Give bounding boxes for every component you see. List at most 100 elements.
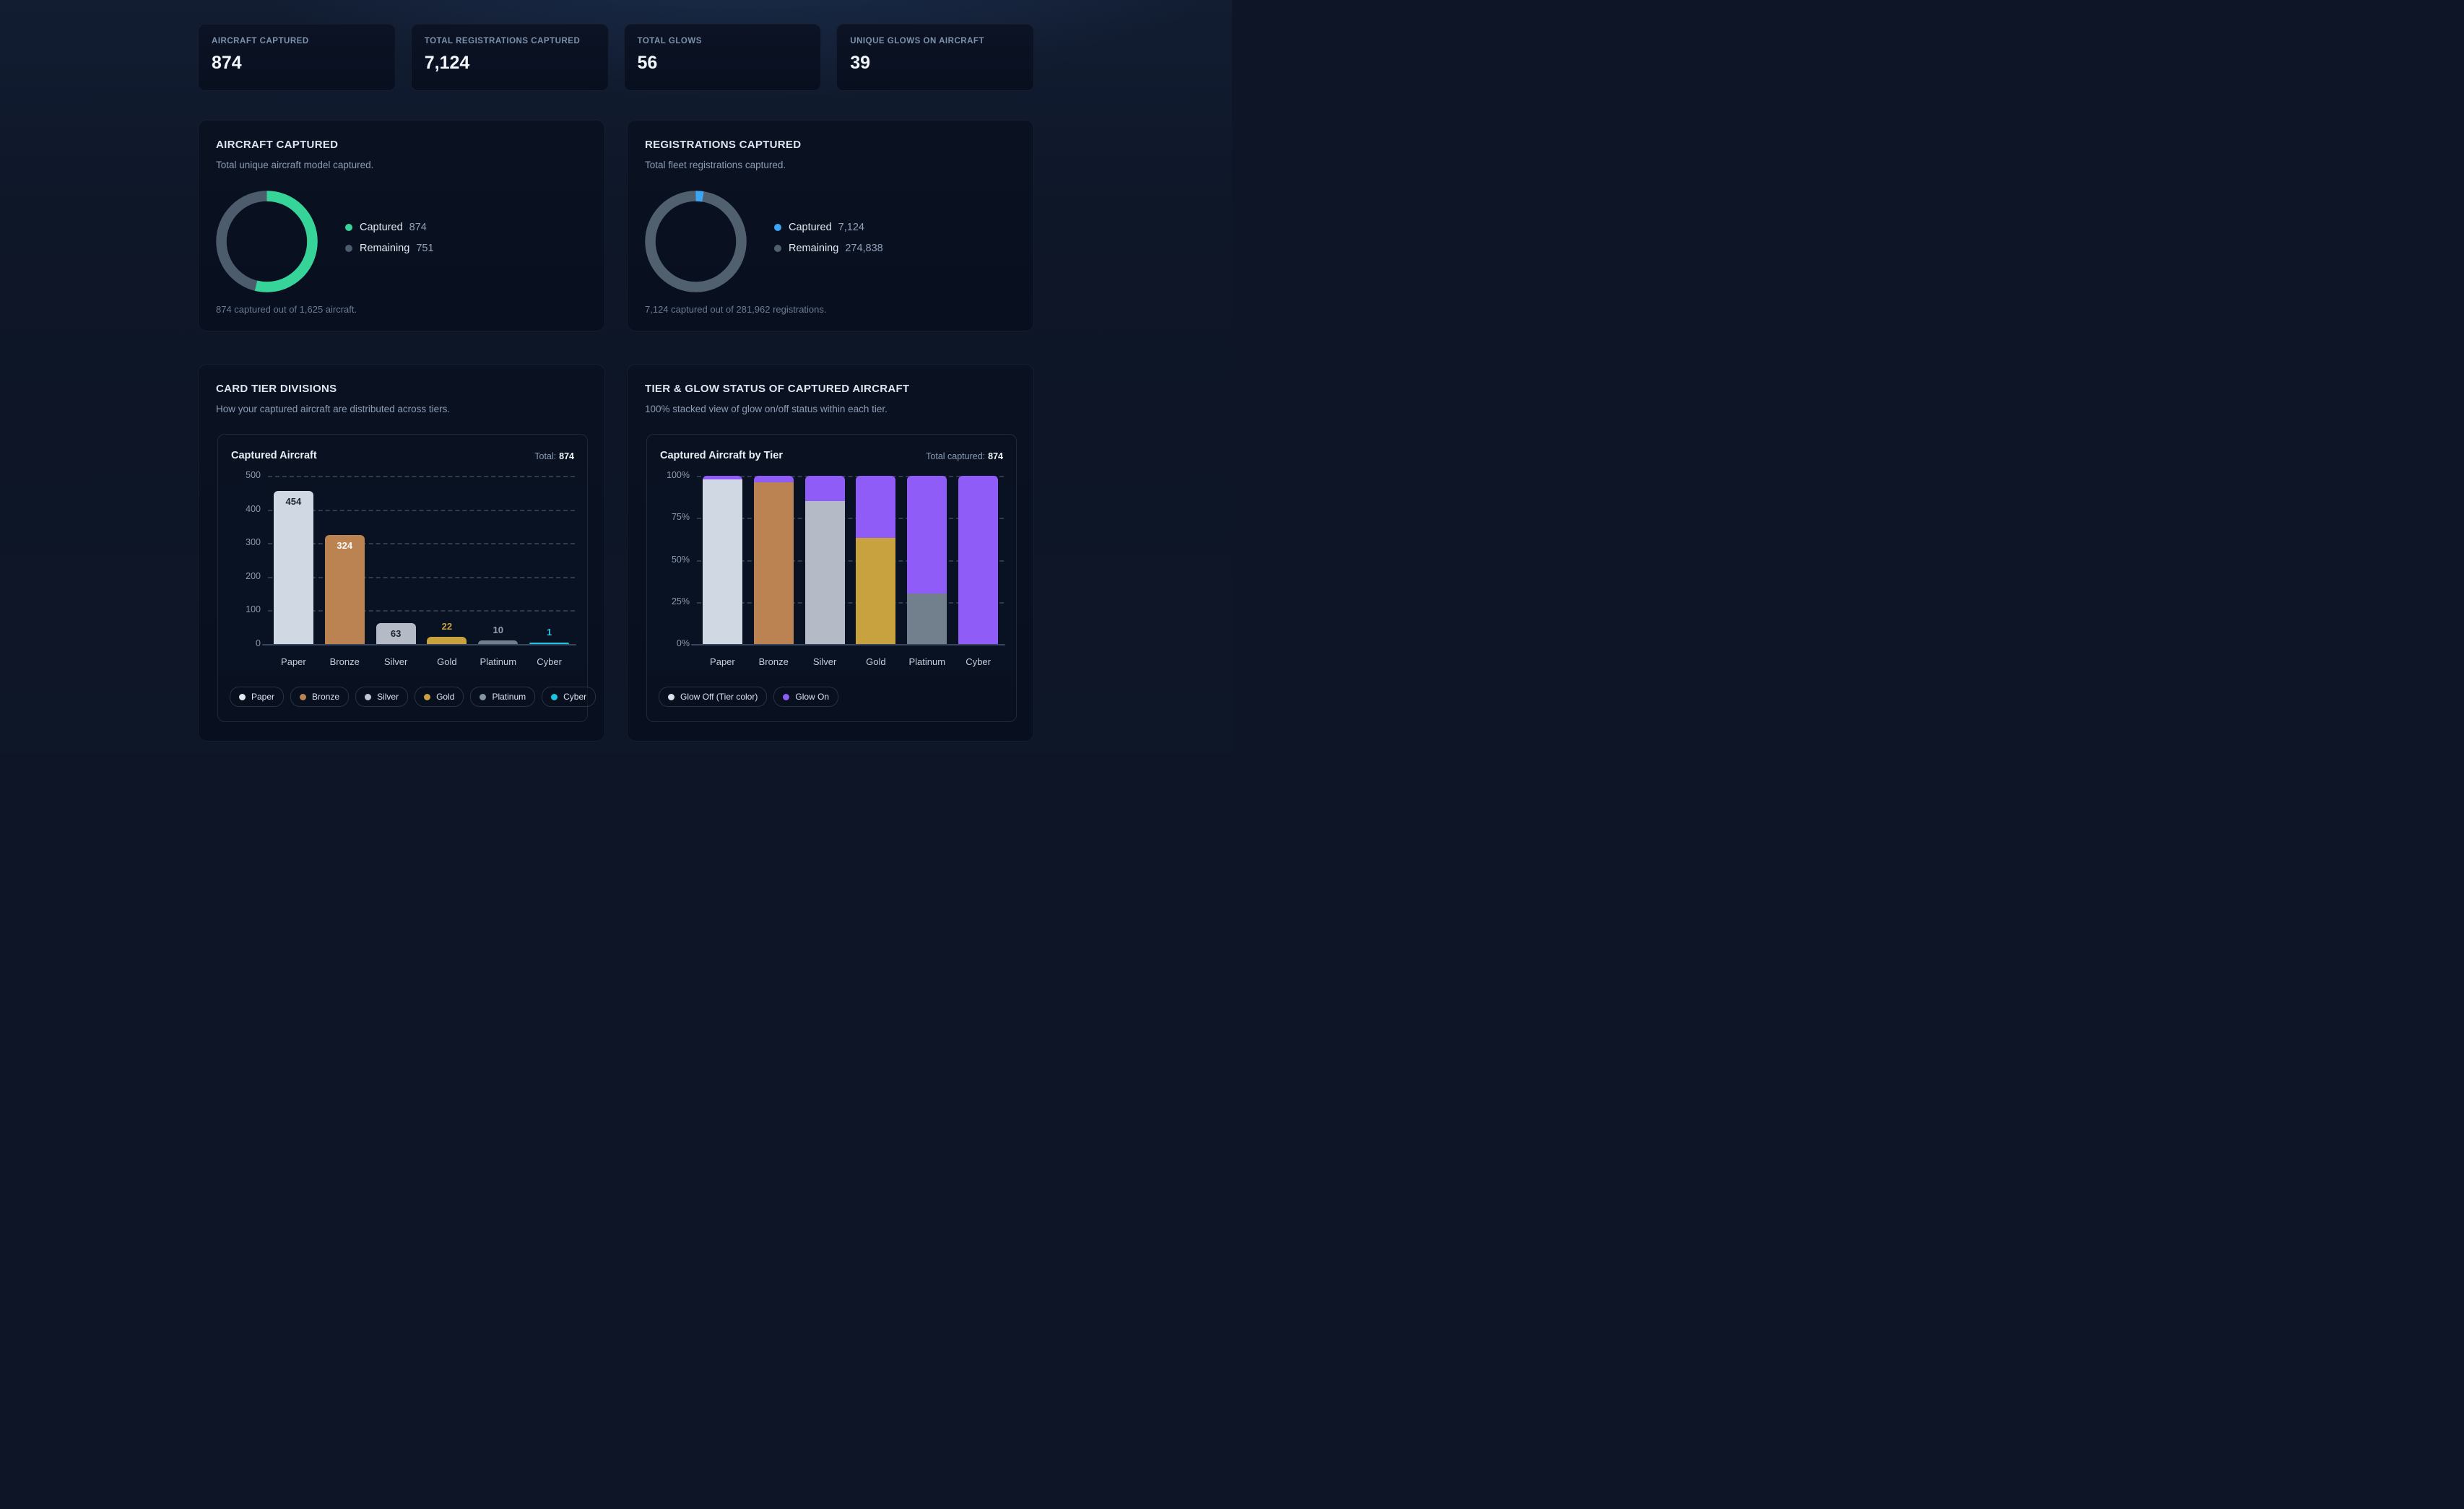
legend-dot-icon [551,693,558,700]
legend-pill-label: Paper [251,692,275,702]
donut-footer-text: 7,124 captured out of 281,962 registrati… [645,304,827,315]
legend-label: Captured [789,222,832,233]
card-subtitle: Total fleet registrations captured. [645,160,786,170]
content-container: AIRCRAFT CAPTURED 874 TOTAL REGISTRATION… [198,0,1034,742]
card-subtitle: How your captured aircraft are distribut… [216,404,451,414]
bar-paper[interactable] [273,491,313,644]
stat-value: 7,124 [424,53,470,73]
legend-label: Captured [360,222,403,233]
stacked-bar-paper[interactable] [702,476,742,644]
remaining-dot-icon [345,245,352,252]
tier-legend: Paper Bronze Silver Gold Platinum Cyber [230,687,597,707]
glow-off-segment[interactable] [702,479,742,644]
y-tick-label: 50% [671,554,690,565]
tier-bar-chart-panel: Captured Aircraft Total: 874 500 400 300 200… [217,434,597,722]
legend-pill-label: Glow Off (Tier color) [680,692,758,702]
glow-off-segment[interactable] [804,500,845,644]
legend-dot-icon [365,693,372,700]
card-tier-divisions-card: CARD TIER DIVISIONS How your captured ai… [198,364,605,742]
legend-pill-silver[interactable]: Silver [355,687,409,707]
stacked-bar-cyber[interactable] [958,476,999,644]
bar-cyber[interactable] [529,642,570,644]
legend-pill-glow-off-tier-color-[interactable]: Glow Off (Tier color) [659,687,768,707]
donut-svg [645,191,747,292]
aircraft-captured-card: AIRCRAFT CAPTURED Total unique aircraft … [198,120,605,331]
legend-value: 874 [409,222,427,233]
stats-row: AIRCRAFT CAPTURED 874 TOTAL REGISTRATION… [198,24,1034,91]
glow-on-segment[interactable] [958,476,999,644]
legend-pill-bronze[interactable]: Bronze [290,687,350,707]
x-axis-label: Platinum [908,656,946,667]
stacked-bar-bronze[interactable] [753,476,794,644]
gridline [697,601,1004,604]
y-tick-label: 500 [246,470,261,480]
legend-pill-cyber[interactable]: Cyber [542,687,597,707]
bar-value-label: 324 [337,540,353,552]
gridline [697,518,1004,520]
panel-title: Captured Aircraft [231,450,317,461]
legend-pill-label: Gold [436,692,455,702]
glow-on-segment[interactable] [753,476,794,483]
stacked-bar-platinum[interactable] [907,476,947,644]
donut-chart-aircraft [215,190,318,293]
total-value: 874 [988,451,1003,461]
y-tick-label: 100% [667,470,690,480]
stacked-bar-silver[interactable] [804,476,845,644]
bars-layer [697,476,1004,644]
legend-value: 751 [416,243,434,254]
legend-pill-gold[interactable]: Gold [415,687,464,707]
x-axis-label: Cyber [537,656,562,667]
glow-on-segment[interactable] [907,476,947,594]
legend-pill-label: Cyber [563,692,587,702]
remaining-dot-icon [774,245,781,252]
legend-pill-paper[interactable]: Paper [230,687,285,707]
glow-on-segment[interactable] [856,476,896,539]
legend-dot-icon [424,693,431,700]
legend-value: 7,124 [838,222,864,233]
bar-silver[interactable] [376,622,416,644]
card-title: AIRCRAFT CAPTURED [216,139,339,151]
bar-value-label: 22 [441,620,453,632]
legend-dot-icon [300,693,307,700]
donut-cards-row: AIRCRAFT CAPTURED Total unique aircraft … [198,120,1034,331]
glow-off-segment[interactable] [856,538,896,644]
card-subtitle: 100% stacked view of glow on/off status … [645,404,888,414]
stat-card-total-registrations: TOTAL REGISTRATIONS CAPTURED 7,124 [410,24,609,91]
legend-dot-icon [239,693,246,700]
legend-item-remaining[interactable]: Remaining 751 [345,242,434,255]
bar-gold[interactable] [427,636,467,644]
legend-dot-icon [783,693,790,700]
glow-on-segment[interactable] [702,476,742,479]
legend-dot-icon [480,693,487,700]
bar-value-label: 454 [285,496,302,508]
y-tick-label: 0% [676,638,690,648]
stat-label: AIRCRAFT CAPTURED [212,37,309,45]
gridline [697,560,1004,562]
total-value: 874 [559,451,574,461]
x-axis-label: Bronze [758,656,789,667]
stacked-bar-gold[interactable] [856,476,896,644]
chart-cards-row: CARD TIER DIVISIONS How your captured ai… [198,364,1034,742]
stat-value: 39 [850,53,871,73]
legend-item-captured[interactable]: Captured 874 [345,221,434,234]
bar-bronze[interactable] [324,535,365,644]
bar-platinum[interactable] [478,640,519,644]
legend-pill-label: Silver [377,692,399,702]
x-axis-label: Bronze [329,656,360,667]
panel-total: Total captured: 874 [926,451,1003,461]
gridline [268,543,575,545]
y-tick-label: 400 [246,503,261,514]
glow-on-segment[interactable] [804,476,845,501]
stat-label: TOTAL GLOWS [637,37,702,45]
glow-off-segment[interactable] [907,593,947,644]
stat-label: UNIQUE GLOWS ON AIRCRAFT [850,37,985,45]
legend-item-captured[interactable]: Captured 7,124 [774,221,883,234]
legend-item-remaining[interactable]: Remaining 274,838 [774,242,883,255]
legend-pill-label: Glow On [795,692,830,702]
legend-pill-glow-on[interactable]: Glow On [773,687,839,707]
card-title: REGISTRATIONS CAPTURED [645,139,802,151]
x-axis-label: Silver [812,656,837,667]
legend-pill-platinum[interactable]: Platinum [470,687,536,707]
x-axis-label: Gold [866,656,886,667]
glow-off-segment[interactable] [753,482,794,644]
